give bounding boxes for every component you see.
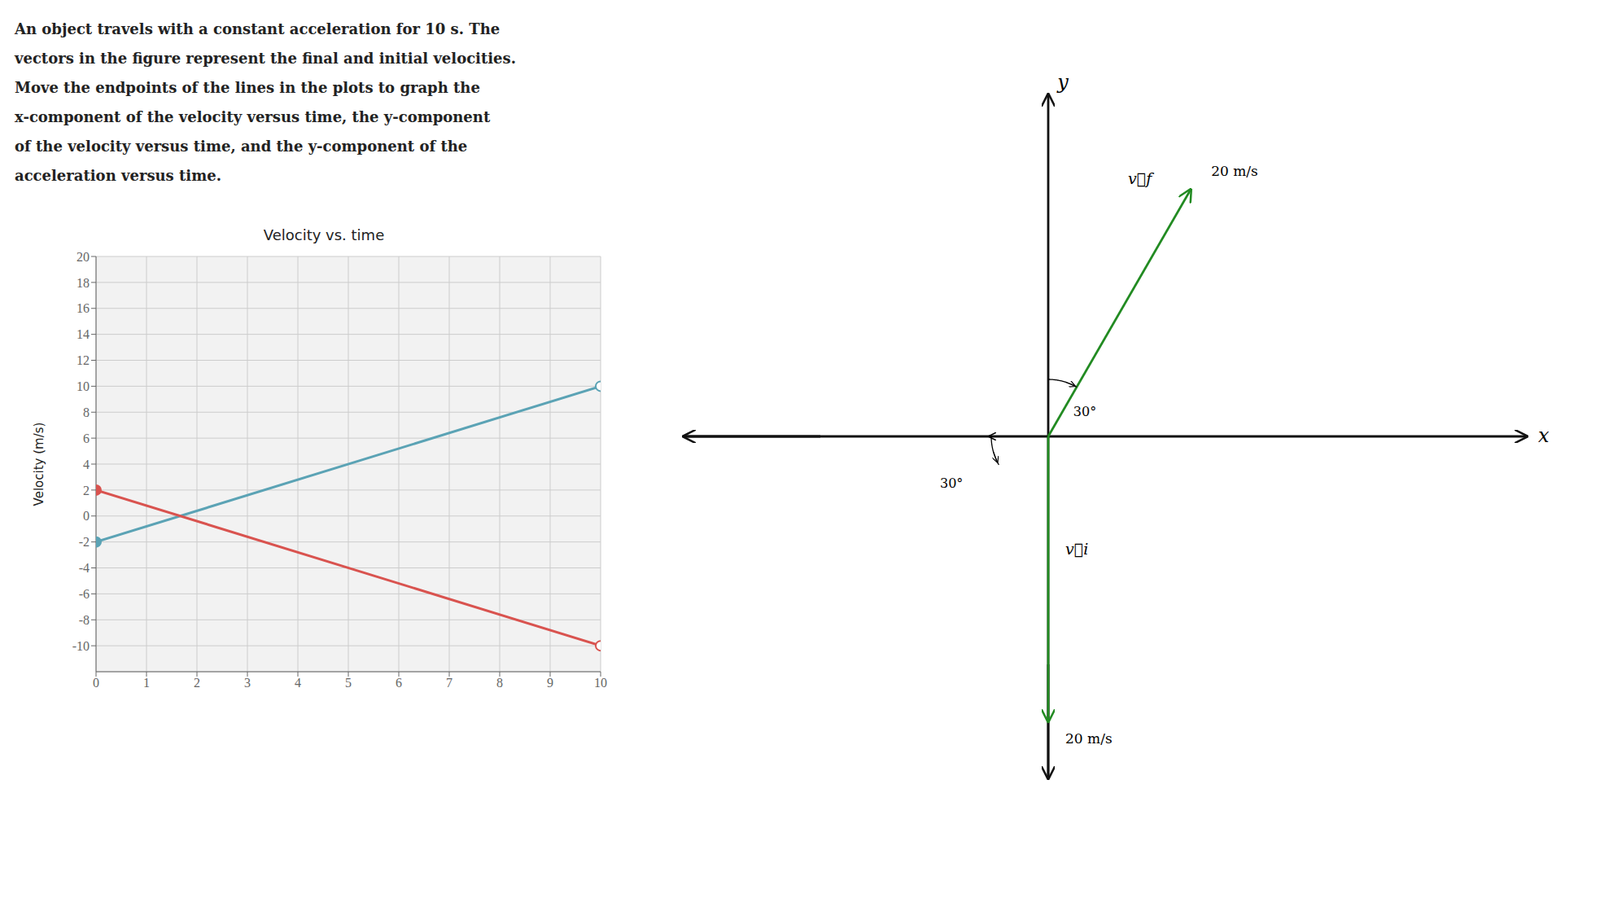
svg-text:8: 8 xyxy=(83,405,90,420)
svg-text:x: x xyxy=(1538,424,1550,447)
svg-text:-10: -10 xyxy=(72,638,90,653)
html-text:acceleration versus time.: acceleration versus time. xyxy=(14,166,222,184)
svg-text:1: 1 xyxy=(143,675,150,690)
svg-text:20: 20 xyxy=(76,249,90,264)
html-text:Velocity vs. time: Velocity vs. time xyxy=(263,226,385,244)
svg-text:20 m/s: 20 m/s xyxy=(1210,162,1259,180)
svg-text:0: 0 xyxy=(92,675,100,690)
svg-text:v⃗i: v⃗i xyxy=(1065,539,1089,558)
svg-text:8: 8 xyxy=(496,675,503,690)
svg-text:0: 0 xyxy=(83,508,90,523)
svg-text:-4: -4 xyxy=(78,560,90,575)
svg-text:4: 4 xyxy=(294,675,302,690)
svg-text:-6: -6 xyxy=(78,586,90,601)
svg-text:16: 16 xyxy=(76,301,90,315)
svg-text:12: 12 xyxy=(76,353,90,368)
html-text:An object travels with a const: An object travels with a constant accele… xyxy=(14,20,500,38)
svg-text:6: 6 xyxy=(83,431,90,446)
svg-text:7: 7 xyxy=(445,675,453,690)
svg-text:18: 18 xyxy=(76,275,90,290)
svg-text:Velocity (m/s): Velocity (m/s) xyxy=(31,422,47,507)
svg-text:v⃗f: v⃗f xyxy=(1127,169,1155,188)
svg-text:4: 4 xyxy=(83,457,90,472)
svg-text:20 m/s: 20 m/s xyxy=(1065,730,1113,747)
svg-text:9: 9 xyxy=(546,675,554,690)
svg-text:-2: -2 xyxy=(78,534,90,549)
html-text:of the velocity versus time, a: of the velocity versus time, and the y-c… xyxy=(14,137,468,155)
svg-text:6: 6 xyxy=(395,675,403,690)
svg-text:14: 14 xyxy=(76,327,90,341)
svg-text:2: 2 xyxy=(193,675,201,690)
svg-text:5: 5 xyxy=(345,675,352,690)
svg-text:3: 3 xyxy=(244,675,251,690)
svg-text:10: 10 xyxy=(594,675,608,690)
svg-text:y: y xyxy=(1056,70,1069,94)
html-text:Move the endpoints of the line: Move the endpoints of the lines in the p… xyxy=(14,78,481,97)
svg-text:-8: -8 xyxy=(78,612,90,627)
svg-text:30°: 30° xyxy=(1073,403,1097,420)
html-text:x-component of the velocity ve: x-component of the velocity versus time,… xyxy=(14,108,491,126)
html-text:vectors in the figure represen: vectors in the figure represent the fina… xyxy=(14,49,516,67)
svg-text:2: 2 xyxy=(83,483,90,498)
svg-text:10: 10 xyxy=(76,379,90,394)
svg-text:30°: 30° xyxy=(939,475,963,491)
